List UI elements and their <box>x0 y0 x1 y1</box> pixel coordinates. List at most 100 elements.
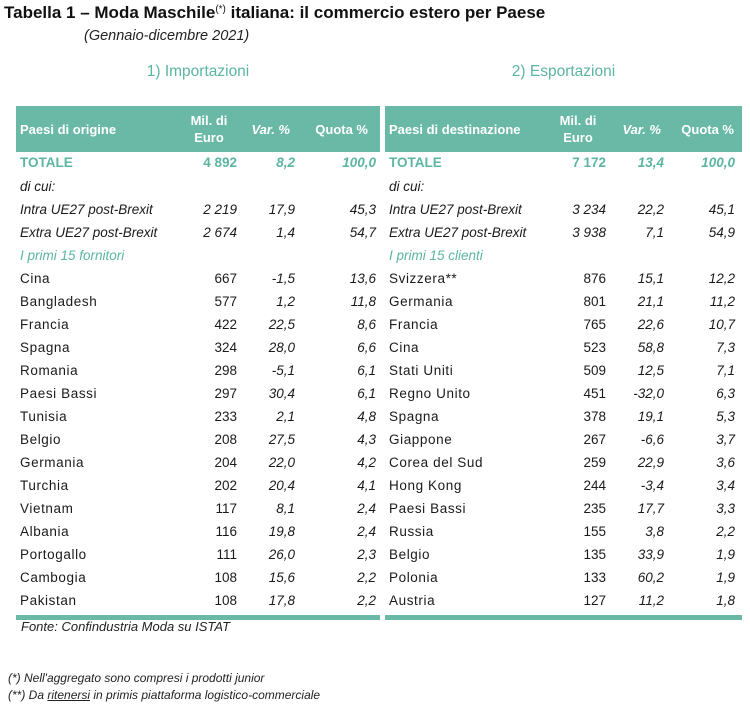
mil-cell: 111 <box>216 547 237 562</box>
var-cell: 22,6 <box>637 317 664 332</box>
table-row: Paesi Bassi 297 30,4 6,1 <box>16 383 380 406</box>
var-cell: 20,4 <box>268 478 295 493</box>
var-cell: -6,6 <box>640 432 664 447</box>
total-quota: 100,0 <box>701 155 735 170</box>
table-row: Cina 667 -1,5 13,6 <box>16 268 380 291</box>
quota-cell: 3,3 <box>716 501 735 516</box>
country-cell: Bangladesh <box>20 294 98 309</box>
table-row: Bangladesh 577 1,2 11,8 <box>16 291 380 314</box>
country-cell: Tunisia <box>20 409 68 424</box>
country-cell: Belgio <box>389 547 431 562</box>
mil-cell: 876 <box>583 271 606 286</box>
table-row: Spagna 378 19,1 5,3 <box>385 406 742 429</box>
var-cell: 22,9 <box>637 455 664 470</box>
var-cell: 22,5 <box>268 317 295 332</box>
var-cell: 30,4 <box>268 386 295 401</box>
var-cell: 15,1 <box>637 271 664 286</box>
mil-cell: 378 <box>583 409 606 424</box>
quota-cell: 2,3 <box>357 547 376 562</box>
var-cell: 60,2 <box>637 570 664 585</box>
quota-cell: 3,4 <box>716 478 735 493</box>
mil-cell: 267 <box>583 432 606 447</box>
group-label: Intra UE27 post-Brexit <box>389 202 522 217</box>
country-cell: Russia <box>389 524 434 539</box>
total-var: 13,4 <box>637 155 664 170</box>
quota-cell: 1,9 <box>716 570 735 585</box>
quota-cell: 5,3 <box>716 409 735 424</box>
table-row: Regno Unito 451 -32,0 6,3 <box>385 383 742 406</box>
mil-cell: 667 <box>214 271 237 286</box>
quota-cell: 1,8 <box>716 593 735 608</box>
var-cell: 17,8 <box>268 593 295 608</box>
imports-heading: 1) Importazioni <box>146 63 250 80</box>
imports-table-body: TOTALE 4 892 8,2 100,0 di cui: Intra UE27 pos… <box>16 152 380 613</box>
imports-table: Paesi di origine Mil. di Euro Var. % Quot… <box>16 106 380 620</box>
var-cell: 17,7 <box>637 501 664 516</box>
var-cell: 21,1 <box>637 294 664 309</box>
var-cell: 11,2 <box>638 593 664 608</box>
mil-cell: 523 <box>583 340 606 355</box>
table-row: Tunisia 233 2,1 4,8 <box>16 406 380 429</box>
country-cell: Corea del Sud <box>389 455 484 470</box>
table-row: Albania 116 19,8 2,4 <box>16 521 380 544</box>
table-row: Belgio 208 27,5 4,3 <box>16 429 380 452</box>
var-cell: -3,4 <box>640 478 664 493</box>
total-row: TOTALE 4 892 8,2 100,0 <box>16 152 380 176</box>
of-which-text: di cui: <box>20 179 56 194</box>
of-which-text: di cui: <box>389 179 425 194</box>
country-cell: Francia <box>20 317 70 332</box>
table-row: Austria 127 11,2 1,8 <box>385 590 742 613</box>
table-row: Paesi Bassi 235 17,7 3,3 <box>385 498 742 521</box>
var-cell: 8,1 <box>276 501 295 516</box>
total-label: TOTALE <box>20 155 73 170</box>
table-row: Belgio 135 33,9 1,9 <box>385 544 742 567</box>
group-quota: 45,3 <box>349 202 376 217</box>
quota-cell: 7,1 <box>716 363 735 378</box>
mil-cell: 324 <box>214 340 237 355</box>
mil-cell: 422 <box>214 317 237 332</box>
group-quota: 54,9 <box>708 225 735 240</box>
country-cell: Belgio <box>20 432 62 447</box>
table-row: Vietnam 117 8,1 2,4 <box>16 498 380 521</box>
group-mil: 3 938 <box>572 225 606 240</box>
group-mil: 2 674 <box>203 225 237 240</box>
country-cell: Pakistan <box>20 593 77 608</box>
quota-cell: 8,6 <box>357 317 376 332</box>
group-row: Extra UE27 post-Brexit 2 674 1,4 54,7 <box>16 222 380 245</box>
table-bottom-rule <box>16 615 380 620</box>
quota-cell: 6,6 <box>357 340 376 355</box>
table-row: Russia 155 3,8 2,2 <box>385 521 742 544</box>
table-row: Polonia 133 60,2 1,9 <box>385 567 742 590</box>
quota-cell: 4,3 <box>357 432 376 447</box>
country-cell: Turchia <box>20 478 69 493</box>
exports-table-header: Paesi di destinazione Mil. di Euro Var. %… <box>385 106 742 152</box>
table-row: Francia 422 22,5 8,6 <box>16 314 380 337</box>
var-cell: 58,8 <box>637 340 664 355</box>
top-partners-text: I primi 15 clienti <box>389 248 483 263</box>
var-cell: 28,0 <box>268 340 295 355</box>
mil-cell: 509 <box>583 363 606 378</box>
table-title: Tabella 1 – Moda Maschile(*) italiana: i… <box>4 3 546 22</box>
country-cell: Hong Kong <box>389 478 462 493</box>
quota-cell: 4,8 <box>357 409 376 424</box>
var-cell: 22,0 <box>268 455 295 470</box>
mil-cell: 133 <box>583 570 606 585</box>
table-row: Hong Kong 244 -3,4 3,4 <box>385 475 742 498</box>
group-row: Intra UE27 post-Brexit 3 234 22,2 45,1 <box>385 199 742 222</box>
exports-heading: 2) Esportazioni <box>511 63 616 80</box>
group-row: Extra UE27 post-Brexit 3 938 7,1 54,9 <box>385 222 742 245</box>
country-cell: Francia <box>389 317 439 332</box>
quota-cell: 2,2 <box>357 570 376 585</box>
mil-cell: 116 <box>215 524 237 539</box>
table-bottom-rule <box>385 615 742 620</box>
country-cell: Stati Uniti <box>389 363 454 378</box>
mil-cell: 244 <box>583 478 606 493</box>
mil-cell: 208 <box>214 432 237 447</box>
table-row: Turchia 202 20,4 4,1 <box>16 475 380 498</box>
country-cell: Austria <box>389 593 436 608</box>
table-row: Germania 204 22,0 4,2 <box>16 452 380 475</box>
total-mil: 4 892 <box>203 155 237 170</box>
top-partners-label: I primi 15 clienti <box>385 245 742 268</box>
total-row: TOTALE 7 172 13,4 100,0 <box>385 152 742 176</box>
column-header-country: Paesi di origine <box>20 121 117 137</box>
